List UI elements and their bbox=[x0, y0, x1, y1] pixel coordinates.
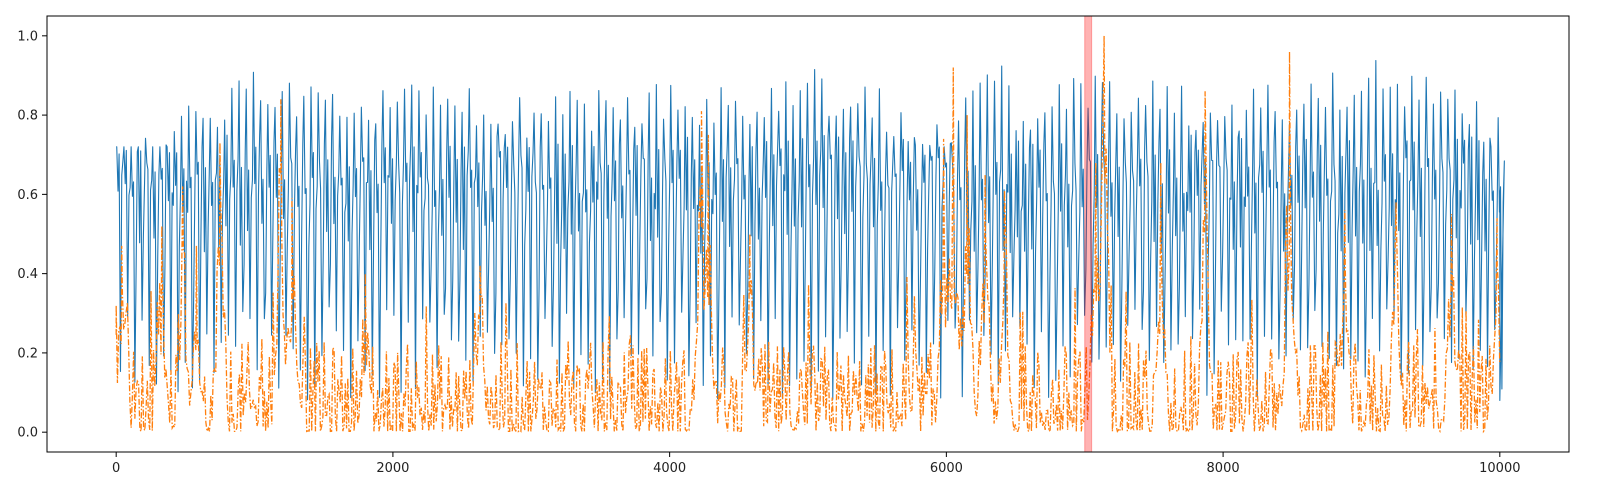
axis-ticks: 0 2000 4000 6000 8000 10000 0.0 0.2 0.4 0.6 0.8 1.0 bbox=[17, 29, 1520, 476]
x-tick-label: 0 bbox=[112, 461, 120, 476]
shaded-span bbox=[1084, 15, 1093, 453]
x-tick-label: 6000 bbox=[930, 461, 963, 476]
x-tick-label: 2000 bbox=[376, 461, 409, 476]
y-tick-label: 0.4 bbox=[17, 267, 38, 282]
shaded-span-group bbox=[1084, 15, 1093, 453]
series-orange-group bbox=[115, 35, 1501, 434]
y-tick-label: 0.8 bbox=[17, 109, 38, 124]
series-orange-line bbox=[115, 35, 1501, 434]
y-tick-label: 0.6 bbox=[17, 188, 38, 203]
x-tick-label: 4000 bbox=[653, 461, 686, 476]
y-tick-label: 0.0 bbox=[17, 426, 38, 441]
y-tick-label: 1.0 bbox=[17, 29, 38, 44]
plot-frame bbox=[46, 15, 1570, 453]
y-tick-label: 0.2 bbox=[17, 346, 38, 361]
x-tick-label: 8000 bbox=[1207, 461, 1240, 476]
x-tick-label: 10000 bbox=[1479, 461, 1520, 476]
